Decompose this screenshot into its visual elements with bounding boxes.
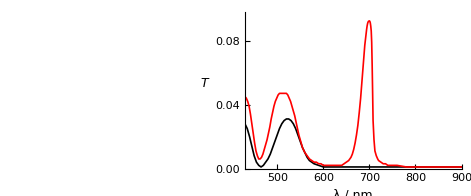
Y-axis label: T: T — [200, 77, 208, 90]
X-axis label: λ / nm: λ / nm — [333, 189, 373, 196]
